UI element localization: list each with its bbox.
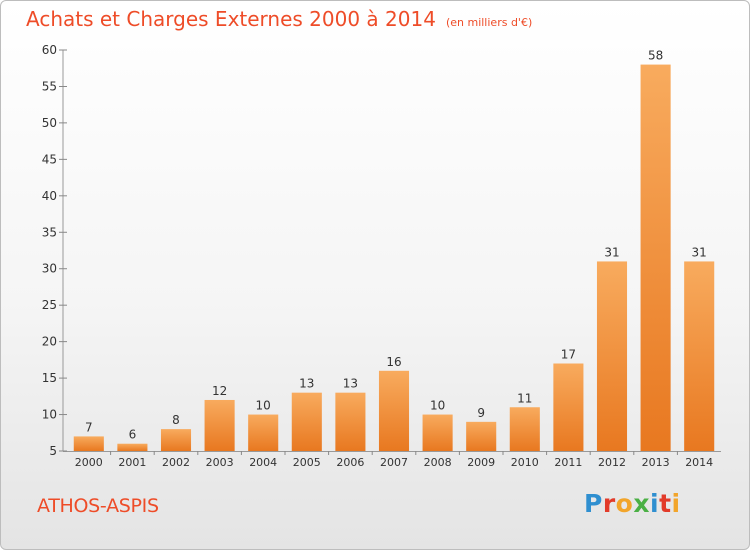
- x-tick-label: 2005: [293, 456, 321, 469]
- title-row: Achats et Charges Externes 2000 à 2014 (e…: [26, 7, 532, 31]
- x-tick-label: 2006: [336, 456, 364, 469]
- x-tick-label: 2004: [249, 456, 277, 469]
- logo-letter: r: [602, 489, 616, 518]
- bar-layer: [73, 64, 715, 451]
- bar: [378, 370, 410, 451]
- data-label: 58: [648, 49, 663, 63]
- x-tick-label: 2013: [642, 456, 670, 469]
- x-tick-label: 2012: [598, 456, 626, 469]
- logo-letter: o: [615, 489, 634, 518]
- bar: [117, 443, 148, 451]
- data-label: 31: [692, 245, 707, 259]
- logo-letter: i: [650, 489, 660, 518]
- x-tick-label: 2001: [118, 456, 146, 469]
- x-tick-label: 2009: [467, 456, 495, 469]
- bar: [422, 414, 453, 451]
- bar: [640, 64, 671, 451]
- y-tick-label: 15: [42, 371, 57, 385]
- x-tick-label: 2010: [511, 456, 539, 469]
- logo-letter: i: [671, 489, 681, 518]
- y-tick-label: 50: [42, 116, 57, 130]
- y-tick-label: 20: [42, 335, 57, 349]
- data-label: 31: [604, 245, 619, 259]
- y-tick-label: 5: [49, 444, 57, 458]
- logo-letter: P: [584, 489, 603, 518]
- bar: [509, 407, 540, 451]
- bar: [596, 261, 628, 451]
- y-tick-label: 55: [42, 79, 57, 93]
- data-label: 13: [299, 377, 314, 391]
- x-tick-label: 2007: [380, 456, 408, 469]
- logo-letter: x: [633, 489, 650, 518]
- chart-subtitle: (en milliers d'€): [445, 16, 533, 29]
- data-label: 13: [343, 377, 358, 391]
- data-label: 8: [172, 413, 180, 427]
- data-label: 10: [256, 399, 271, 413]
- bar: [160, 429, 192, 451]
- bar: [335, 392, 366, 451]
- y-tick-label: 40: [42, 189, 57, 203]
- commune-name: ATHOS-ASPIS: [37, 495, 159, 517]
- bar: [291, 392, 322, 451]
- y-tick-label: 25: [42, 298, 57, 312]
- chart-title: Achats et Charges Externes 2000 à 2014: [26, 7, 436, 31]
- bar: [73, 436, 104, 451]
- bar: [553, 363, 584, 451]
- x-tick-label: 2000: [75, 456, 103, 469]
- data-label: 16: [386, 355, 401, 369]
- x-tick-label: 2014: [685, 456, 713, 469]
- proxiti-logo: Proxiti: [584, 489, 681, 518]
- y-tick-label: 35: [42, 225, 57, 239]
- data-label: 6: [129, 428, 137, 442]
- axis-layer: 5 10 15 20 25 30 35 40 45 50 55 60: [42, 43, 721, 458]
- x-tick-label: 2011: [554, 456, 582, 469]
- bar: [204, 399, 235, 451]
- data-label: 17: [561, 348, 576, 362]
- data-label: 12: [212, 384, 227, 398]
- y-tick-label: 10: [42, 408, 57, 422]
- y-tick-label: 45: [42, 152, 57, 166]
- data-label: 10: [430, 399, 445, 413]
- data-label: 11: [517, 391, 532, 405]
- y-tick-label: 60: [42, 43, 57, 57]
- bar: [248, 414, 279, 451]
- data-label: 7: [85, 420, 93, 434]
- x-tick-label: 2003: [206, 456, 234, 469]
- x-tick-label: 2008: [424, 456, 452, 469]
- data-label: 9: [477, 406, 485, 420]
- bar: [466, 421, 497, 451]
- bar: [684, 261, 715, 451]
- y-tick-label: 30: [42, 262, 57, 276]
- logo-letter: t: [659, 489, 672, 518]
- label-layer: 2000 7 2001 6 2002 8 2003 12 2004 10 2005 13 2006 13 2…: [75, 49, 713, 469]
- x-tick-label: 2002: [162, 456, 190, 469]
